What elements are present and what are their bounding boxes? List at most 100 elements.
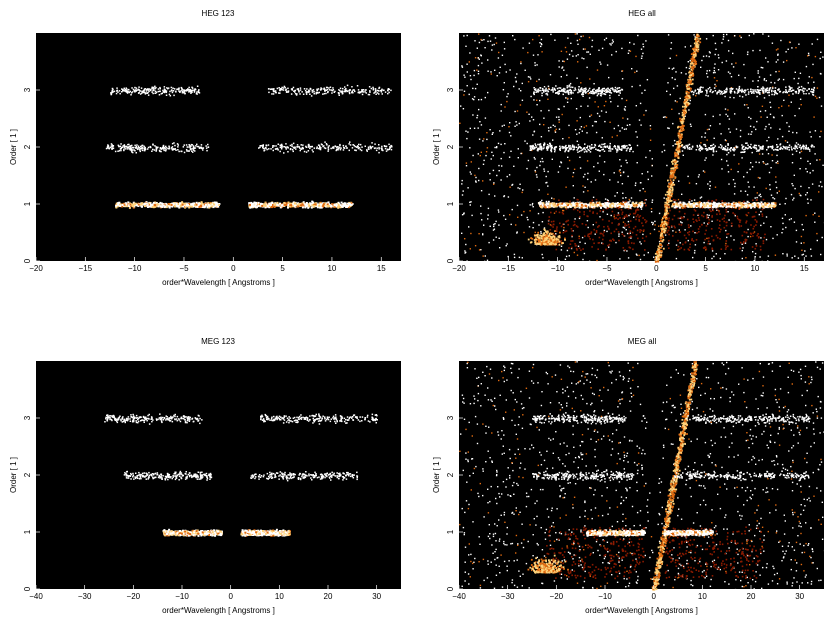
event-pixel xyxy=(612,238,614,240)
event-pixel xyxy=(535,238,537,241)
event-pixel xyxy=(572,175,574,178)
event-pixel xyxy=(692,56,695,59)
event-pixel xyxy=(793,221,796,223)
event-pixel xyxy=(795,229,798,232)
event-pixel xyxy=(572,185,574,187)
event-pixel xyxy=(548,243,551,245)
event-pixel xyxy=(155,202,158,204)
event-pixel xyxy=(461,65,463,67)
event-pixel xyxy=(479,154,481,157)
event-pixel xyxy=(686,104,689,107)
event-pixel xyxy=(491,151,493,153)
event-pixel xyxy=(657,245,660,248)
event-pixel xyxy=(547,193,549,195)
event-pixel xyxy=(621,231,623,233)
event-pixel xyxy=(119,145,122,148)
event-pixel xyxy=(485,151,488,153)
event-pixel xyxy=(152,201,155,204)
event-pixel xyxy=(165,145,167,148)
event-pixel xyxy=(155,150,157,152)
event-pixel xyxy=(638,218,640,221)
event-pixel xyxy=(617,181,619,183)
event-pixel xyxy=(521,257,523,259)
event-pixel xyxy=(345,88,347,90)
event-pixel xyxy=(629,200,631,202)
event-pixel xyxy=(790,193,793,196)
event-pixel xyxy=(515,224,517,226)
event-pixel xyxy=(320,87,322,89)
event-pixel xyxy=(110,145,113,147)
event-pixel xyxy=(486,259,489,261)
event-pixel xyxy=(563,105,565,108)
event-pixel xyxy=(811,43,813,45)
event-pixel xyxy=(621,183,624,185)
event-pixel xyxy=(579,201,581,203)
event-pixel xyxy=(696,220,698,222)
event-pixel xyxy=(803,242,805,244)
event-pixel xyxy=(285,88,287,90)
event-pixel xyxy=(130,94,132,96)
event-pixel xyxy=(675,257,678,260)
event-pixel xyxy=(667,195,669,197)
event-pixel xyxy=(181,150,183,153)
event-pixel xyxy=(178,206,181,209)
event-pixel xyxy=(376,147,378,149)
event-pixel xyxy=(689,71,691,73)
event-pixel xyxy=(163,90,165,93)
event-pixel xyxy=(630,197,633,199)
event-pixel xyxy=(376,92,379,94)
event-pixel xyxy=(547,235,550,237)
event-pixel xyxy=(536,99,538,101)
event-pixel xyxy=(501,165,503,167)
event-pixel xyxy=(819,136,821,138)
event-pixel xyxy=(494,37,497,39)
event-pixel xyxy=(483,224,485,226)
event-pixel xyxy=(603,229,606,232)
event-pixel xyxy=(498,51,500,54)
event-pixel xyxy=(665,213,668,216)
event-pixel xyxy=(482,140,484,142)
event-pixel xyxy=(622,117,624,119)
event-pixel xyxy=(693,63,696,65)
event-pixel xyxy=(159,86,161,89)
event-pixel xyxy=(806,198,809,200)
event-pixel xyxy=(161,92,163,95)
event-pixel xyxy=(660,233,663,236)
event-pixel xyxy=(758,161,760,164)
event-pixel xyxy=(206,149,208,152)
event-pixel xyxy=(484,47,486,49)
event-pixel xyxy=(203,203,206,206)
event-pixel xyxy=(545,231,548,234)
event-pixel xyxy=(316,146,318,148)
event-pixel xyxy=(468,226,470,228)
event-pixel xyxy=(495,220,497,223)
event-pixel xyxy=(731,225,733,227)
event-pixel xyxy=(694,47,697,50)
event-pixel xyxy=(799,168,801,170)
event-pixel xyxy=(684,99,686,101)
event-pixel xyxy=(190,92,192,94)
event-pixel xyxy=(763,162,765,164)
event-pixel xyxy=(800,150,803,153)
event-pixel xyxy=(664,208,667,211)
event-pixel xyxy=(485,154,487,157)
event-pixel xyxy=(751,131,753,133)
event-pixel xyxy=(698,174,700,176)
event-pixel xyxy=(693,65,695,68)
event-pixel xyxy=(195,145,197,147)
event-pixel xyxy=(745,220,748,222)
event-pixel xyxy=(339,87,342,90)
event-pixel xyxy=(275,91,277,94)
event-pixel xyxy=(640,208,643,210)
event-pixel xyxy=(732,179,735,181)
event-pixel xyxy=(562,209,564,212)
event-pixel xyxy=(765,163,767,166)
event-pixel xyxy=(152,92,154,95)
event-pixel xyxy=(117,91,119,93)
event-pixel xyxy=(168,147,171,150)
event-pixel xyxy=(619,172,622,174)
event-pixel xyxy=(542,240,544,242)
event-pixel xyxy=(460,105,462,107)
event-pixel xyxy=(694,244,697,246)
event-pixel xyxy=(660,253,663,256)
